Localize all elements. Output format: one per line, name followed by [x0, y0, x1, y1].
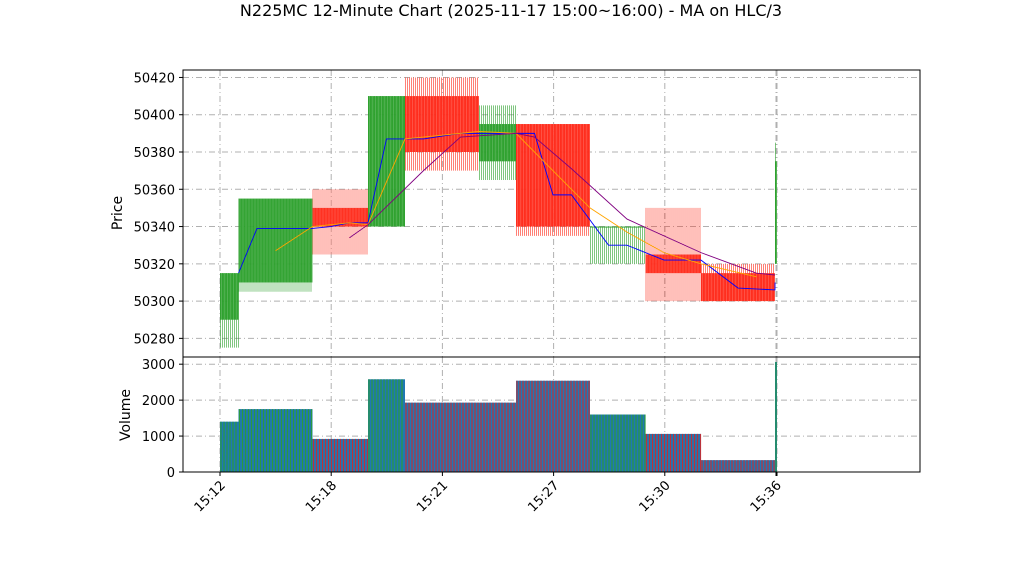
volume-y-axis-label: Volume [118, 389, 134, 441]
candle [775, 142, 777, 264]
price-y-axis-label: Price [110, 196, 126, 230]
volume-y-tick-label: 0 [167, 466, 175, 481]
volume-axes-frame [182, 356, 921, 473]
candle [645, 207, 701, 302]
moving-average-line [349, 132, 776, 276]
price-candles [220, 77, 777, 348]
candle-body [312, 207, 368, 227]
volume-bar [590, 414, 646, 472]
volume-y-tick-label: 2000 [142, 394, 175, 409]
price-y-tick-label: 50360 [134, 183, 175, 198]
volume-panel: 0 1000 2000 3000 Volume [118, 356, 921, 481]
price-y-tick-label: 50300 [134, 295, 175, 310]
volume-bar [238, 409, 313, 472]
price-y-tick-label: 50280 [134, 332, 175, 347]
volume-bar [405, 402, 516, 472]
candle-body [775, 161, 777, 264]
candle-body [405, 96, 479, 152]
candle [701, 263, 775, 302]
price-y-tick-label: 50400 [134, 109, 175, 124]
candle-body [238, 198, 313, 283]
candle [220, 273, 239, 348]
volume-bar [645, 433, 702, 472]
moving-average-line [275, 131, 757, 278]
volume-bar [220, 421, 239, 472]
price-y-tick-label: 50420 [134, 71, 175, 86]
volume-bar [368, 379, 405, 472]
volume-bar-fill [220, 421, 239, 472]
price-y-tick-label: 50340 [134, 221, 175, 236]
candle [479, 105, 516, 180]
candle [405, 77, 479, 171]
volume-y-tick-label: 3000 [142, 358, 175, 373]
volume-y-tick-label: 1000 [142, 430, 175, 445]
moving-average-line [238, 132, 776, 291]
volume-bar [775, 362, 777, 472]
candle-body [590, 226, 646, 228]
volume-bar [516, 380, 590, 472]
candle-body [701, 273, 775, 302]
moving-average-lines [238, 131, 776, 291]
volume-bars [220, 362, 777, 472]
candle [516, 124, 590, 236]
price-y-ticks: 50280 50300 50320 50340 50360 50380 50400 50420 [134, 71, 183, 347]
candle [368, 96, 405, 227]
chart-title: N225MC 12-Minute Chart (2025-11-17 15:00… [240, 1, 782, 20]
candle [238, 198, 313, 292]
price-panel: 50280 50300 50320 50340 50360 50380 50400 50420… [110, 69, 921, 358]
volume-bar [312, 438, 369, 472]
volume-y-ticks: 0 1000 2000 3000 [142, 358, 183, 481]
volume-bar [701, 460, 775, 472]
price-y-tick-label: 50320 [134, 258, 175, 273]
price-y-tick-label: 50380 [134, 146, 175, 161]
